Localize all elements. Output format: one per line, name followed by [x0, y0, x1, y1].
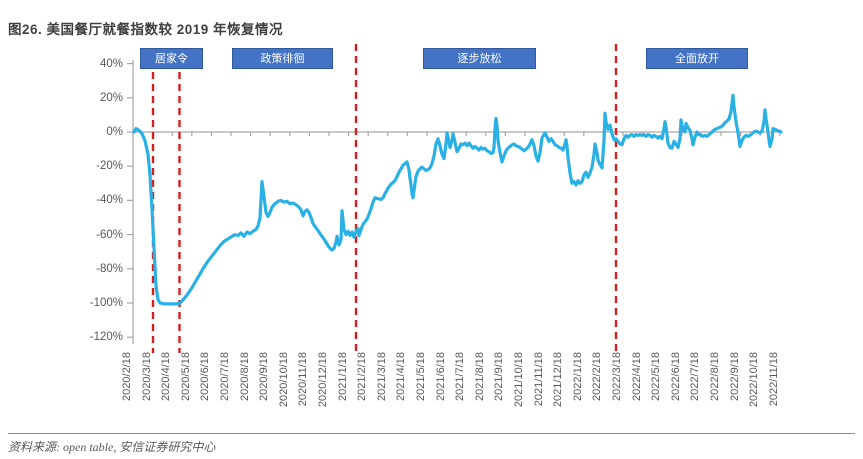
y-axis-tick-label: 0% — [106, 126, 123, 138]
y-axis-tick-label: 40% — [99, 57, 123, 70]
x-axis-tick-label: 2021/9/18 — [493, 352, 506, 401]
x-axis-tick-label: 2020/3/18 — [140, 352, 153, 401]
x-axis-tick-label: 2020/6/18 — [199, 352, 212, 401]
y-axis-tick-label: -60% — [96, 228, 123, 241]
x-axis-tick-label: 2022/10/18 — [748, 352, 761, 408]
x-axis-tick-label: 2021/6/18 — [434, 352, 447, 401]
x-axis-tick-label: 2022/11/18 — [767, 352, 780, 407]
phase-label-stay-home-order: 居家令 — [140, 48, 203, 69]
chart-title: 图26. 美国餐厅就餐指数较 2019 年恢复情况 — [8, 22, 284, 37]
x-axis-tick-label: 2022/9/18 — [728, 352, 741, 401]
x-axis-tick-label: 2021/3/18 — [375, 352, 388, 401]
footer-divider-line — [8, 433, 855, 434]
y-axis-tick-label: 20% — [99, 91, 123, 104]
x-axis-tick-label: 2021/10/18 — [513, 352, 525, 408]
phase-label-gradual-relaxation: 逐步放松 — [423, 48, 536, 69]
y-axis-tick-label: -20% — [96, 160, 123, 173]
x-axis-tick-label: 2020/12/18 — [317, 352, 329, 408]
x-axis-tick-label: 2020/2/18 — [121, 352, 133, 401]
x-axis-tick-label: 2020/4/18 — [160, 352, 173, 401]
x-axis-tick-label: 2021/5/18 — [415, 352, 427, 401]
x-axis-tick-label: 2022/1/18 — [571, 352, 584, 401]
x-axis-tick-label: 2022/2/18 — [591, 352, 604, 401]
x-axis-tick-label: 2020/7/18 — [219, 352, 231, 401]
x-axis-tick-label: 2022/4/18 — [630, 352, 643, 401]
x-axis-tick-label: 2021/7/18 — [454, 352, 467, 401]
phase-label-full-reopening: 全面放开 — [646, 48, 748, 69]
x-axis-tick-label: 2021/8/18 — [473, 352, 486, 401]
x-axis-tick-label: 2021/4/18 — [395, 352, 408, 401]
x-axis-tick-label: 2020/11/18 — [297, 352, 310, 407]
x-axis-tick-label: 2021/11/18 — [532, 352, 545, 407]
x-axis-tick-label: 2022/3/18 — [611, 352, 623, 401]
phase-label-policy-wavering: 政策徘徊 — [232, 48, 333, 69]
y-axis-tick-label: -100% — [89, 297, 123, 309]
x-axis-tick-label: 2020/5/18 — [179, 352, 192, 401]
x-axis-tick-label: 2021/2/18 — [356, 352, 369, 401]
x-axis-tick-label: 2021/1/18 — [336, 352, 349, 401]
x-axis-tick-label: 2022/7/18 — [689, 352, 702, 401]
source-note: 资料来源: open table, 安信证券研究中心 — [8, 440, 216, 454]
x-axis-tick-label: 2022/5/18 — [650, 352, 663, 401]
x-axis-tick-label: 2021/12/18 — [552, 352, 565, 408]
x-axis-tick-label: 2022/8/18 — [709, 352, 721, 401]
x-axis-tick-label: 2020/10/18 — [277, 352, 290, 408]
y-axis-tick-label: -120% — [89, 331, 123, 344]
x-axis-tick-label: 2022/6/18 — [669, 352, 682, 401]
y-axis-tick-label: -80% — [96, 262, 123, 275]
y-axis-tick-label: -40% — [96, 194, 123, 207]
restaurant-index-series-line — [132, 93, 783, 306]
x-axis-tick-label: 2020/8/18 — [238, 352, 251, 401]
x-axis-tick-label: 2020/9/18 — [258, 352, 271, 401]
